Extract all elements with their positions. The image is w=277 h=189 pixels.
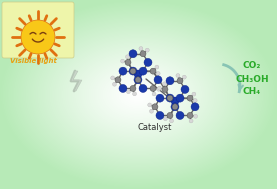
Circle shape bbox=[115, 77, 121, 83]
Circle shape bbox=[163, 117, 167, 121]
Circle shape bbox=[167, 95, 173, 101]
Circle shape bbox=[119, 67, 127, 75]
Circle shape bbox=[182, 75, 186, 79]
Circle shape bbox=[152, 104, 158, 110]
Circle shape bbox=[134, 70, 142, 78]
Text: Visible light: Visible light bbox=[10, 58, 57, 64]
Circle shape bbox=[172, 104, 178, 110]
Circle shape bbox=[134, 76, 142, 84]
Circle shape bbox=[129, 67, 137, 75]
Circle shape bbox=[156, 112, 164, 119]
Circle shape bbox=[125, 59, 131, 65]
Circle shape bbox=[140, 51, 146, 57]
Circle shape bbox=[166, 77, 174, 85]
Circle shape bbox=[194, 114, 198, 118]
Circle shape bbox=[167, 112, 173, 119]
Circle shape bbox=[21, 20, 55, 54]
Circle shape bbox=[155, 65, 159, 69]
Circle shape bbox=[156, 71, 160, 75]
Circle shape bbox=[135, 77, 141, 83]
Circle shape bbox=[189, 119, 193, 123]
Circle shape bbox=[170, 119, 173, 123]
Text: CH₃OH: CH₃OH bbox=[235, 75, 269, 84]
Circle shape bbox=[181, 85, 189, 93]
Circle shape bbox=[158, 86, 161, 90]
Circle shape bbox=[157, 87, 161, 91]
Circle shape bbox=[166, 94, 174, 102]
Circle shape bbox=[177, 78, 183, 84]
Circle shape bbox=[176, 74, 180, 77]
Circle shape bbox=[111, 76, 115, 80]
Circle shape bbox=[191, 103, 199, 111]
Circle shape bbox=[177, 95, 183, 101]
Circle shape bbox=[139, 84, 147, 92]
Circle shape bbox=[152, 92, 156, 96]
Circle shape bbox=[130, 68, 136, 74]
Circle shape bbox=[162, 86, 168, 92]
Circle shape bbox=[150, 68, 156, 74]
Circle shape bbox=[187, 112, 193, 119]
Circle shape bbox=[132, 92, 137, 96]
Circle shape bbox=[156, 94, 164, 102]
Circle shape bbox=[192, 92, 196, 96]
Circle shape bbox=[126, 90, 130, 94]
Circle shape bbox=[145, 48, 149, 52]
Circle shape bbox=[119, 84, 127, 92]
Circle shape bbox=[171, 97, 179, 105]
Circle shape bbox=[187, 95, 193, 101]
Circle shape bbox=[163, 82, 166, 86]
Circle shape bbox=[139, 46, 143, 50]
Circle shape bbox=[144, 58, 152, 66]
Circle shape bbox=[112, 82, 117, 86]
FancyBboxPatch shape bbox=[2, 2, 74, 58]
Circle shape bbox=[139, 67, 147, 75]
Circle shape bbox=[150, 85, 156, 91]
Circle shape bbox=[148, 103, 152, 107]
Circle shape bbox=[154, 76, 162, 84]
Circle shape bbox=[193, 98, 197, 102]
Polygon shape bbox=[71, 71, 82, 91]
Circle shape bbox=[176, 94, 184, 102]
Circle shape bbox=[125, 55, 129, 59]
Circle shape bbox=[171, 103, 179, 111]
Circle shape bbox=[129, 50, 137, 58]
Circle shape bbox=[130, 85, 136, 91]
Circle shape bbox=[176, 112, 184, 119]
Text: Catalyst: Catalyst bbox=[138, 122, 172, 132]
Text: CO₂: CO₂ bbox=[243, 61, 261, 70]
Text: CH₄: CH₄ bbox=[243, 88, 261, 97]
Circle shape bbox=[120, 59, 125, 63]
Circle shape bbox=[150, 109, 153, 113]
Circle shape bbox=[140, 68, 146, 74]
